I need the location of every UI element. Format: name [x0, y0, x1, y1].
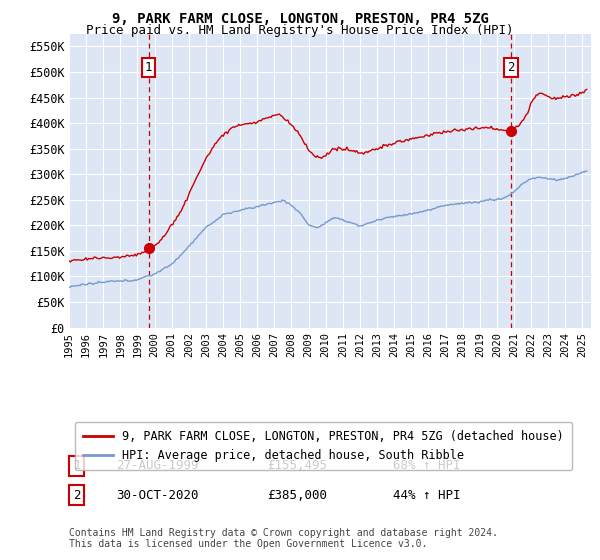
- Text: Price paid vs. HM Land Registry's House Price Index (HPI): Price paid vs. HM Land Registry's House …: [86, 24, 514, 36]
- Text: 68% ↑ HPI: 68% ↑ HPI: [392, 459, 460, 472]
- Text: 2: 2: [508, 62, 515, 74]
- Text: 27-AUG-1999: 27-AUG-1999: [116, 459, 199, 472]
- Text: 1: 1: [145, 62, 152, 74]
- Text: 1: 1: [73, 459, 80, 472]
- Text: £385,000: £385,000: [268, 489, 328, 502]
- Text: Contains HM Land Registry data © Crown copyright and database right 2024.
This d: Contains HM Land Registry data © Crown c…: [69, 528, 498, 549]
- Text: £155,495: £155,495: [268, 459, 328, 472]
- Text: 2: 2: [73, 489, 80, 502]
- Legend: 9, PARK FARM CLOSE, LONGTON, PRESTON, PR4 5ZG (detached house), HPI: Average pri: 9, PARK FARM CLOSE, LONGTON, PRESTON, PR…: [75, 422, 572, 470]
- Text: 30-OCT-2020: 30-OCT-2020: [116, 489, 199, 502]
- Text: 44% ↑ HPI: 44% ↑ HPI: [392, 489, 460, 502]
- Text: 9, PARK FARM CLOSE, LONGTON, PRESTON, PR4 5ZG: 9, PARK FARM CLOSE, LONGTON, PRESTON, PR…: [112, 12, 488, 26]
